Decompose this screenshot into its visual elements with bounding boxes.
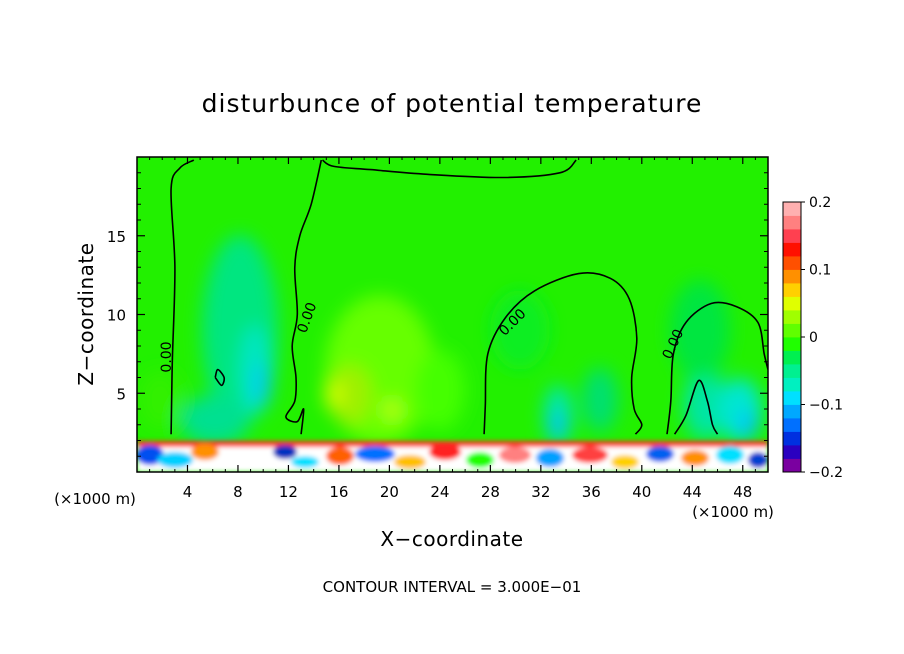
x-tick-label: 4 (183, 483, 193, 501)
colorbar-swatch (783, 350, 801, 365)
colorbar-swatch (783, 445, 801, 459)
colorbar-swatch (783, 391, 801, 405)
contour-label: 0.00 (159, 341, 175, 372)
contour-zero-line (666, 301, 768, 435)
colorbar-swatch (783, 229, 801, 243)
contour-zero-line (170, 159, 195, 435)
x-tick-label: 20 (380, 483, 399, 501)
y-axis-label: Z−coordinate (74, 242, 98, 385)
colorbar-swatch (783, 242, 801, 257)
colorbar-tick-label: −0.1 (809, 398, 843, 414)
colorbar-swatch (783, 269, 801, 284)
colorbar-tick-label: −0.2 (809, 465, 843, 481)
contour-zero-line (322, 159, 577, 179)
contour-zero-line (483, 272, 643, 435)
colorbar-swatch (783, 215, 801, 230)
y-tick-label: 15 (107, 228, 126, 246)
colorbar-swatch (783, 256, 801, 270)
colorbar-tick-label: 0.1 (809, 263, 831, 279)
colorbar-frame (782, 201, 802, 473)
y-tick-label: 10 (107, 307, 126, 325)
contour-zero-line (214, 368, 226, 387)
colorbar-swatch (783, 283, 801, 297)
x-tick-label: 24 (430, 483, 449, 501)
x-axis-label: X−coordinate (380, 527, 523, 551)
colorbar-swatch (783, 323, 801, 338)
contour-zero-line (673, 379, 719, 435)
colorbar-swatch (783, 418, 801, 432)
y-axis: 5 10 15 (107, 172, 768, 457)
colorbar-swatch (783, 377, 801, 392)
colorbar-swatch (783, 431, 801, 446)
chart-title: disturbunce of potential temperature (202, 89, 703, 118)
contour-lines (170, 159, 768, 435)
colorbar-tick-label: 0 (809, 330, 818, 346)
colorbar-swatch (783, 310, 801, 324)
field-layer: 0.000.00 0.000.00 (137, 157, 768, 472)
x-units-left: (×1000 m) (54, 490, 136, 508)
x-tick-label: 28 (481, 483, 500, 501)
y-tick-label: 5 (116, 385, 126, 403)
colorbar-swatch (783, 337, 801, 351)
x-tick-label: 32 (531, 483, 550, 501)
colorbar-swatch (783, 364, 801, 378)
colorbar-swatch (783, 296, 801, 311)
colorbar-swatch (783, 404, 801, 419)
x-units-right: (×1000 m) (692, 503, 774, 521)
x-tick-label: 8 (233, 483, 243, 501)
colorbar-swatch (783, 458, 801, 473)
x-tick-label: 44 (683, 483, 702, 501)
x-tick-label: 12 (279, 483, 298, 501)
field-boundary-layer (137, 441, 768, 472)
contour-zero-line (285, 159, 323, 435)
colorbar-swatch (783, 202, 801, 216)
x-tick-label: 40 (632, 483, 651, 501)
x-tick-label: 16 (329, 483, 348, 501)
x-axis: 4 8 12 16 20 24 28 32 36 40 44 48 (149, 157, 756, 501)
colorbar-tick-label: 0.2 (809, 195, 831, 211)
x-tick-label: 48 (733, 483, 752, 501)
x-tick-label: 36 (582, 483, 601, 501)
colorbar: 0.2 0.1 0 −0.1 −0.2 (783, 195, 843, 481)
contour-interval-footer: CONTOUR INTERVAL = 3.000E−01 (323, 578, 582, 596)
